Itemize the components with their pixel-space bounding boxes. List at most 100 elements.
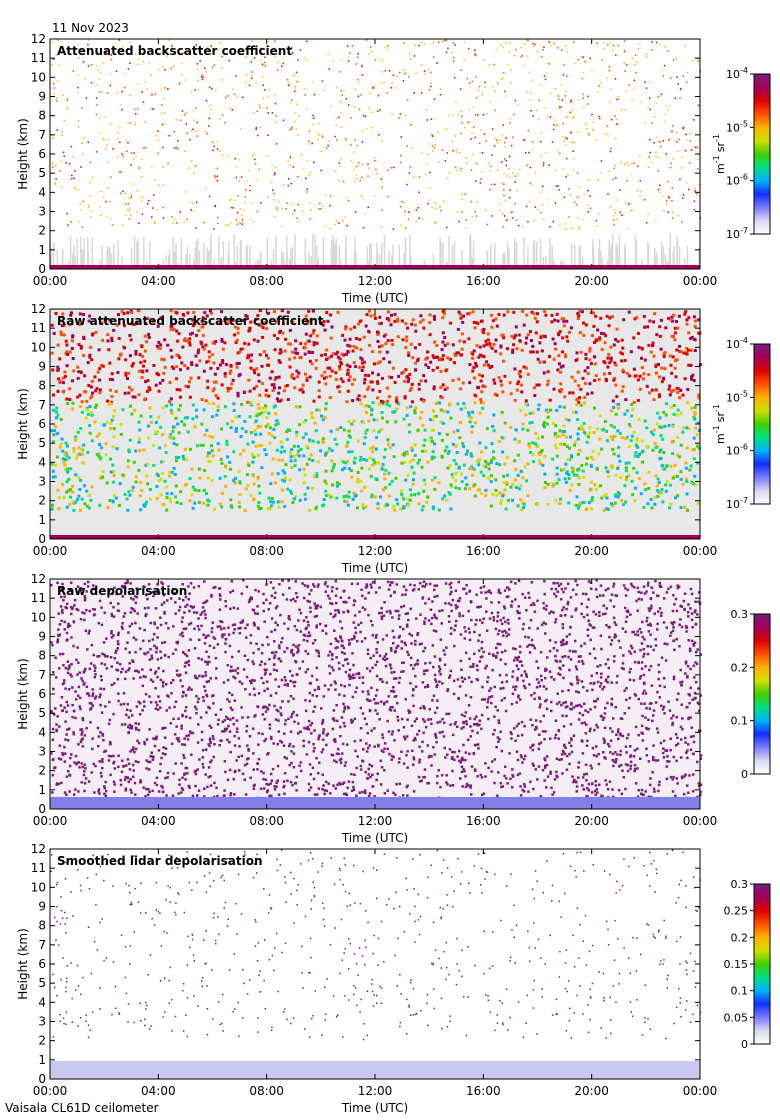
data-pixel <box>270 794 273 798</box>
data-pixel <box>165 508 169 512</box>
data-pixel <box>459 312 462 316</box>
data-pixel <box>555 481 559 485</box>
data-pixel <box>347 60 350 62</box>
data-pixel <box>519 794 523 797</box>
data-pixel <box>112 415 115 418</box>
data-pixel <box>559 660 562 663</box>
data-pixel <box>642 372 646 376</box>
data-pixel <box>140 369 144 373</box>
data-pixel <box>196 63 199 65</box>
data-pixel <box>290 491 294 495</box>
data-pixel <box>192 109 195 112</box>
data-pixel <box>368 343 372 347</box>
data-pixel <box>426 460 430 464</box>
data-pixel <box>667 108 669 111</box>
data-pixel <box>289 164 291 166</box>
data-pixel <box>443 663 447 666</box>
data-pixel <box>360 466 364 470</box>
data-pixel <box>321 418 325 422</box>
data-pixel <box>210 353 214 357</box>
data-pixel <box>279 329 283 333</box>
data-pixel <box>178 356 182 360</box>
data-pixel <box>529 200 531 203</box>
data-pixel <box>76 498 79 501</box>
data-pixel <box>262 97 264 100</box>
data-pixel <box>85 97 88 99</box>
data-pixel <box>396 317 400 321</box>
data-pixel <box>63 375 67 378</box>
data-pixel <box>623 50 626 53</box>
y-tick-label: 9 <box>38 90 46 104</box>
data-pixel <box>400 492 404 496</box>
data-pixel <box>189 376 193 380</box>
data-pixel <box>477 355 481 359</box>
data-pixel <box>267 311 270 315</box>
data-pixel <box>79 405 83 408</box>
data-pixel <box>258 444 262 448</box>
data-pixel <box>250 61 253 63</box>
data-pixel <box>697 168 699 170</box>
data-pixel <box>132 183 135 185</box>
data-pixel <box>539 674 543 678</box>
data-pixel <box>405 375 409 379</box>
data-pixel <box>105 51 107 54</box>
data-pixel <box>408 488 412 492</box>
data-pixel <box>671 217 674 219</box>
data-pixel <box>476 201 479 203</box>
data-pixel <box>343 338 347 342</box>
data-pixel <box>557 185 559 187</box>
data-pixel <box>350 422 354 426</box>
data-pixel <box>490 458 493 462</box>
data-pixel <box>484 81 486 84</box>
data-pixel <box>682 351 686 355</box>
data-pixel <box>188 499 192 503</box>
data-pixel <box>655 136 658 138</box>
y-tick-label: 5 <box>38 166 46 180</box>
data-pixel <box>409 342 413 346</box>
data-pixel <box>236 223 239 225</box>
data-pixel <box>58 357 62 361</box>
data-pixel <box>165 404 168 408</box>
data-pixel <box>599 316 603 320</box>
data-pixel <box>100 606 103 609</box>
data-pixel <box>680 89 682 91</box>
data-pixel <box>685 81 688 83</box>
data-pixel <box>548 63 551 65</box>
data-pixel <box>367 163 369 166</box>
data-pixel <box>154 93 156 95</box>
data-pixel <box>577 506 580 510</box>
data-pixel <box>472 106 474 108</box>
data-pixel <box>564 355 567 359</box>
data-pixel <box>443 336 447 339</box>
data-pixel <box>56 368 60 371</box>
data-pixel <box>665 402 668 406</box>
panel-title: Raw attenuated backscatter coefficient <box>57 314 324 328</box>
data-pixel <box>552 128 555 131</box>
data-pixel <box>563 430 567 433</box>
data-pixel <box>499 344 503 348</box>
data-pixel <box>540 131 543 134</box>
data-pixel <box>65 480 69 484</box>
data-pixel <box>267 431 271 435</box>
data-pixel <box>315 472 319 476</box>
data-pixel <box>462 314 466 318</box>
data-pixel <box>555 125 557 127</box>
data-pixel <box>591 626 595 629</box>
data-pixel <box>552 387 556 391</box>
data-pixel <box>339 377 343 381</box>
data-pixel <box>658 43 661 46</box>
data-pixel <box>623 484 627 488</box>
data-pixel <box>570 455 574 459</box>
data-pixel <box>609 42 611 44</box>
data-pixel <box>68 163 71 165</box>
data-pixel <box>669 166 672 169</box>
data-pixel <box>179 490 183 494</box>
data-pixel <box>205 71 207 73</box>
data-pixel <box>392 755 395 759</box>
data-pixel <box>489 170 491 172</box>
data-pixel <box>258 169 260 171</box>
data-pixel <box>500 383 504 387</box>
data-pixel <box>350 160 353 162</box>
data-pixel <box>349 469 353 473</box>
data-pixel <box>645 754 649 757</box>
